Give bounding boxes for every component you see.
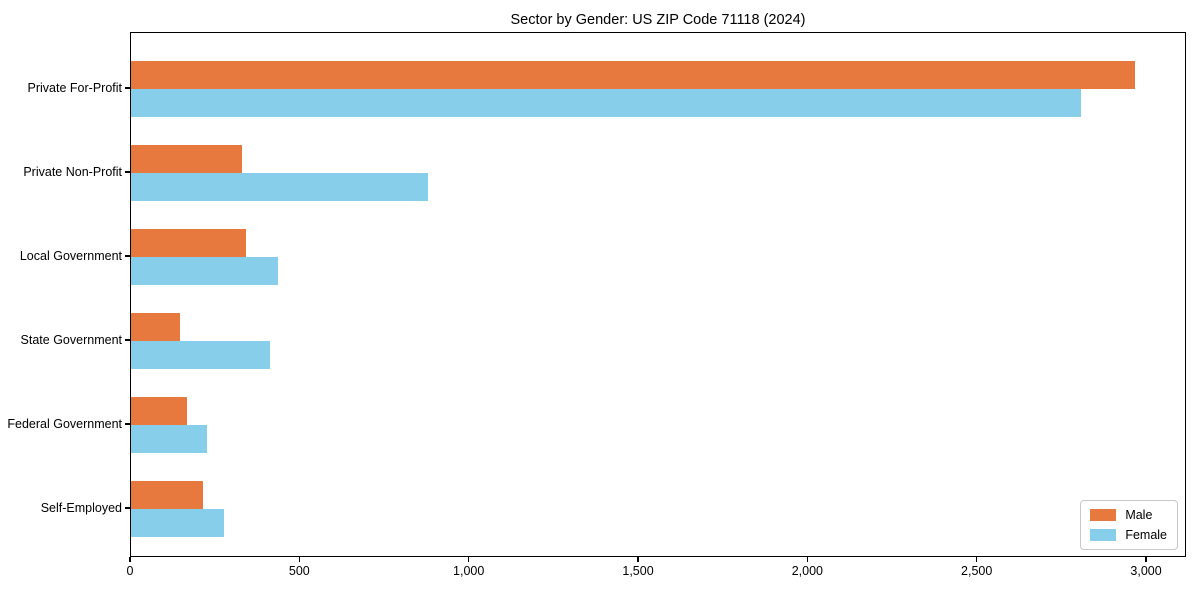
legend-item-male: Male	[1090, 508, 1167, 522]
x-tick-label: 1,000	[453, 564, 485, 578]
bar-female-5	[131, 509, 225, 537]
male-series-swatch	[1090, 509, 1117, 521]
y-tick-mark	[125, 87, 130, 89]
bar-male-4	[131, 397, 187, 425]
bar-female-0	[131, 89, 1081, 117]
y-tick-mark	[125, 507, 130, 509]
x-tick-label: 2,500	[961, 564, 993, 578]
bar-female-4	[131, 425, 207, 453]
bar-female-1	[131, 173, 429, 201]
x-tick-label: 3,000	[1130, 564, 1162, 578]
bar-male-0	[131, 61, 1136, 89]
y-tick-mark	[125, 255, 130, 257]
bar-male-1	[131, 145, 242, 173]
female-series-swatch	[1090, 529, 1117, 541]
y-tick-label: Federal Government	[7, 417, 122, 431]
y-tick-mark	[125, 423, 130, 425]
y-tick-label: State Government	[20, 333, 122, 347]
x-tick-mark	[976, 557, 978, 562]
x-tick-mark	[298, 557, 300, 562]
plot-area: Male Female	[130, 32, 1186, 557]
chart-title: Sector by Gender: US ZIP Code 71118 (202…	[510, 12, 806, 28]
x-tick-mark	[129, 557, 131, 562]
y-tick-label: Self-Employed	[40, 501, 122, 515]
x-tick-mark	[1145, 557, 1147, 562]
x-tick-label: 500	[288, 564, 310, 578]
legend-label-female: Female	[1125, 528, 1167, 542]
bar-male-5	[131, 481, 204, 509]
bar-female-3	[131, 341, 270, 369]
bar-female-2	[131, 257, 278, 285]
x-tick-label: 1,500	[622, 564, 654, 578]
y-tick-mark	[125, 339, 130, 341]
legend: Male Female	[1080, 500, 1178, 550]
x-tick-mark	[637, 557, 639, 562]
y-tick-mark	[125, 171, 130, 173]
x-tick-mark	[468, 557, 470, 562]
y-tick-label: Private For-Profit	[27, 81, 122, 95]
x-tick-label: 0	[126, 564, 134, 578]
legend-item-female: Female	[1090, 528, 1167, 542]
y-tick-label: Private Non-Profit	[23, 165, 122, 179]
legend-label-male: Male	[1125, 508, 1153, 522]
bar-male-2	[131, 229, 247, 257]
bar-male-3	[131, 313, 181, 341]
y-tick-label: Local Government	[19, 249, 122, 263]
x-tick-label: 2,000	[791, 564, 823, 578]
x-tick-mark	[806, 557, 808, 562]
